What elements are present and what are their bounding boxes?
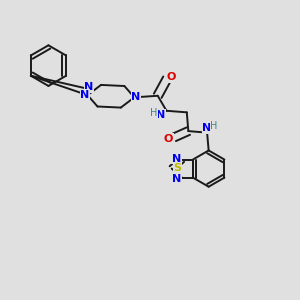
Text: N: N [202,123,212,133]
Text: N: N [172,154,181,164]
Text: S: S [173,163,181,173]
Text: H: H [210,122,218,131]
Text: N: N [80,89,90,100]
Text: N: N [131,92,140,102]
Text: N: N [156,110,166,119]
Text: N: N [84,82,94,92]
Text: H: H [150,108,158,118]
Text: N: N [172,174,181,184]
Text: O: O [166,72,176,82]
Text: O: O [164,134,173,144]
